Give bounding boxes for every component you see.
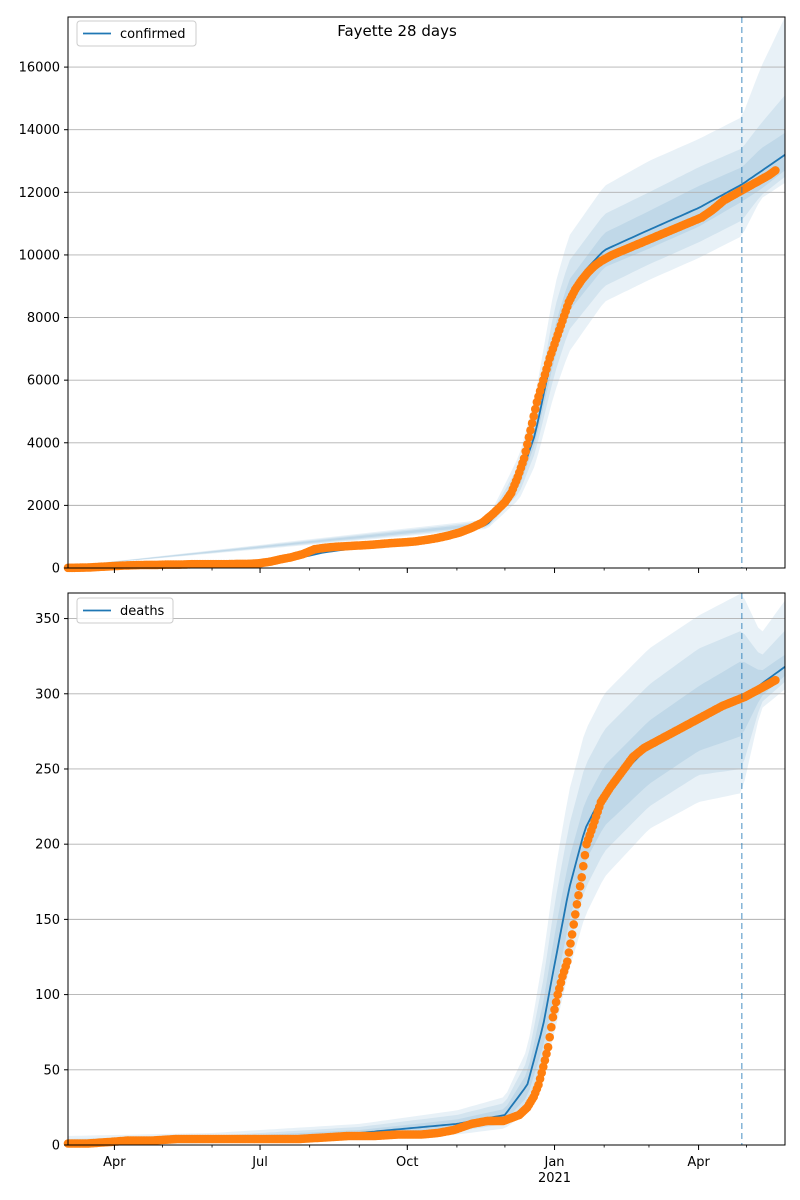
observed-point (551, 997, 561, 1007)
observed-point (531, 404, 540, 414)
y-tick-label: 150 (35, 913, 60, 928)
observed-point (572, 900, 582, 909)
y-tick-label: 8000 (27, 311, 60, 326)
axes-frame (67, 592, 786, 1146)
observed-point (527, 418, 537, 428)
observed-point (771, 166, 780, 175)
y-tick-label: 12000 (19, 186, 60, 201)
observed-point (567, 930, 577, 939)
legend-label-confirmed: confirmed (120, 27, 186, 42)
y-tick-label: 0 (52, 1139, 60, 1154)
observed-point (575, 882, 585, 891)
y-tick-label: 250 (35, 762, 60, 777)
figure-title: Fayette 28 days (337, 22, 457, 40)
observed-point (519, 454, 529, 463)
y-tick-label: 16000 (19, 61, 60, 76)
band-outer (68, 593, 785, 1145)
y-tick-label: 14000 (19, 123, 60, 138)
observed-point (574, 891, 583, 900)
observed-point (566, 939, 575, 948)
observed-point (521, 447, 530, 456)
confirmed-observed-points (63, 166, 780, 573)
legend-label-deaths: deaths (120, 604, 165, 619)
observed-point (524, 433, 534, 442)
observed-point (529, 411, 538, 421)
x-tick-label: Oct (396, 1155, 418, 1170)
observed-point (580, 850, 590, 860)
deaths-uncertainty-bands (68, 593, 785, 1145)
observed-point (564, 948, 574, 957)
observed-point (550, 1005, 559, 1014)
x-tick-label: Jul (251, 1155, 268, 1170)
y-tick-label: 10000 (19, 248, 60, 263)
x-year-label: 2021 (538, 1171, 571, 1186)
observed-point (579, 861, 588, 871)
observed-point (577, 873, 586, 882)
band-inner (68, 132, 785, 567)
observed-point (545, 1032, 554, 1042)
observed-point (542, 1049, 551, 1059)
y-tick-label: 50 (43, 1063, 60, 1078)
y-tick-label: 6000 (27, 374, 60, 389)
confirmed-legend: confirmed (76, 20, 197, 47)
y-tick-label: 4000 (27, 436, 60, 451)
legend-box (76, 20, 197, 47)
observed-point (540, 1056, 550, 1065)
deaths-axes-frame (67, 592, 786, 1146)
observed-point (563, 957, 572, 966)
x-tick-label: Jan (544, 1155, 565, 1170)
confirmed-axis-ticks: 0 2000 4000 6000 8000 10000 12000 14000 16000 (19, 61, 747, 577)
confirmed-uncertainty-bands (68, 17, 785, 567)
x-tick-label: Apr (687, 1155, 710, 1170)
y-tick-label: 200 (35, 838, 60, 853)
confirmed-gridlines (68, 66, 785, 506)
y-tick-label: 350 (35, 612, 60, 627)
x-tick-label: Apr (103, 1155, 126, 1170)
confirmed-axes-frame (67, 16, 786, 569)
observed-point (523, 440, 532, 449)
confirmed-panel: 0 2000 4000 6000 8000 10000 12000 14000 16000 co… (19, 16, 786, 577)
y-tick-label: 2000 (27, 499, 60, 514)
deaths-legend: deaths (76, 597, 174, 624)
band-middle (68, 630, 785, 1144)
axes-frame (67, 16, 786, 569)
deaths-gridlines (68, 618, 785, 1071)
band-inner (68, 654, 785, 1144)
y-tick-label: 300 (35, 687, 60, 702)
deaths-observed-points (63, 675, 780, 1148)
observed-point (543, 1042, 553, 1052)
observed-point (547, 1022, 556, 1032)
y-tick-label: 0 (52, 562, 60, 577)
observed-point (548, 1012, 558, 1022)
y-tick-label: 100 (35, 988, 60, 1003)
observed-point (539, 1062, 548, 1072)
observed-point (571, 910, 580, 919)
observed-point (771, 675, 780, 685)
legend-box (76, 597, 174, 624)
observed-point (526, 426, 535, 435)
observed-point (569, 920, 578, 929)
